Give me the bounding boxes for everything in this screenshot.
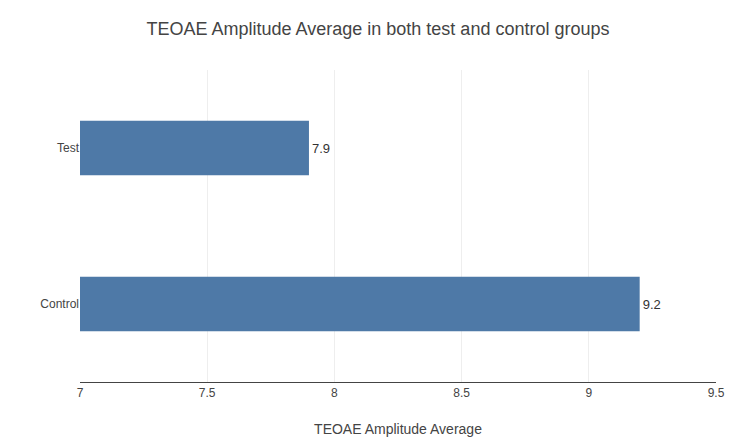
svg-text:8.5: 8.5 bbox=[453, 386, 470, 400]
svg-text:9.2: 9.2 bbox=[643, 297, 661, 312]
svg-text:7.5: 7.5 bbox=[199, 386, 216, 400]
svg-text:Control: Control bbox=[40, 297, 79, 311]
svg-text:9.5: 9.5 bbox=[708, 386, 725, 400]
svg-text:8: 8 bbox=[331, 386, 338, 400]
svg-text:7.9: 7.9 bbox=[312, 141, 330, 156]
svg-text:7: 7 bbox=[77, 386, 84, 400]
svg-text:Test: Test bbox=[57, 141, 80, 155]
svg-text:TEOAE Amplitude Average: TEOAE Amplitude Average bbox=[314, 421, 482, 437]
svg-text:9: 9 bbox=[585, 386, 592, 400]
svg-text:TEOAE Amplitude Average in bot: TEOAE Amplitude Average in both test and… bbox=[147, 19, 610, 39]
